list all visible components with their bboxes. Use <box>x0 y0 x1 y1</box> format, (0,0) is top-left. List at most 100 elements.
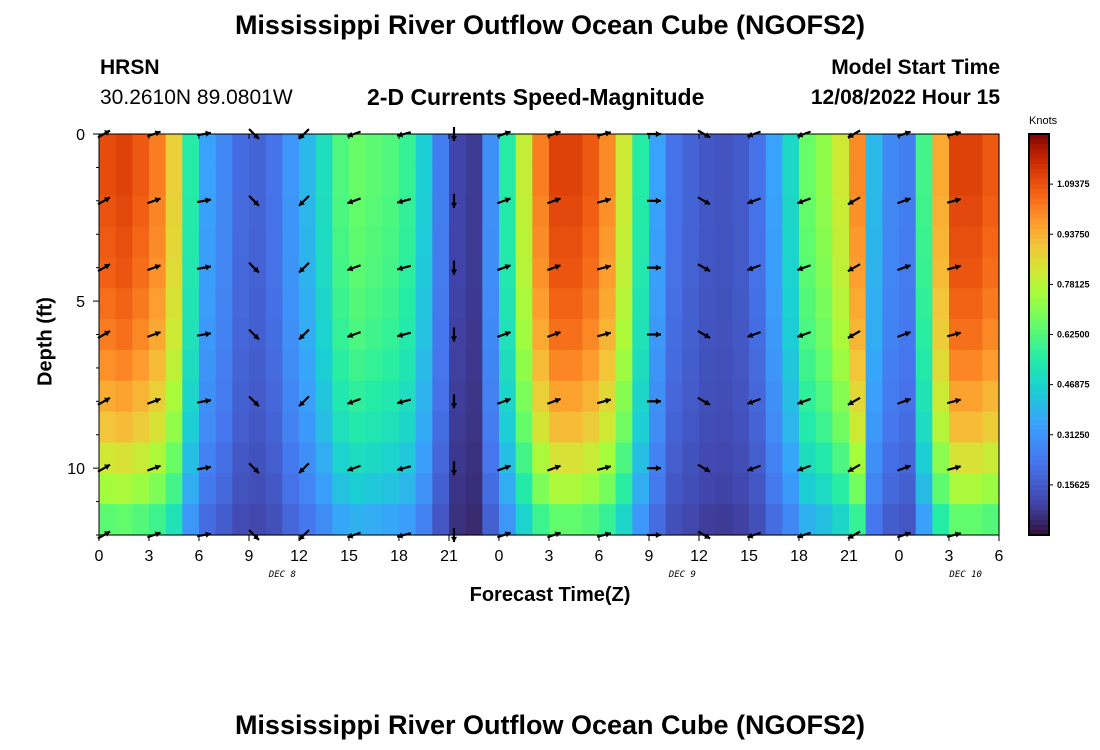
heatmap-cell <box>632 195 650 228</box>
heatmap-cell <box>965 504 983 536</box>
heatmap-cell <box>265 319 283 351</box>
heatmap-cell <box>799 349 817 382</box>
heatmap-cell <box>965 134 983 166</box>
heatmap-cell <box>915 504 933 536</box>
heatmap-cell <box>349 288 367 320</box>
colorbar-segment <box>1029 334 1049 341</box>
heatmap-cell <box>382 226 400 258</box>
current-arrowhead <box>504 531 511 538</box>
heatmap-cell <box>882 164 900 197</box>
heatmap-cell <box>915 380 933 413</box>
heatmap-cell <box>582 349 600 382</box>
heatmap-cell <box>732 349 750 382</box>
current-arrowhead <box>904 464 911 471</box>
heatmap-cell <box>882 411 900 444</box>
heatmap-cell <box>565 257 583 289</box>
heatmap-cell <box>315 226 333 258</box>
heatmap-cell <box>599 442 617 474</box>
heatmap-cell <box>882 288 900 320</box>
heatmap-cell <box>215 134 233 166</box>
current-arrowhead <box>954 331 961 338</box>
heatmap-cell <box>749 504 767 536</box>
heatmap-cell <box>232 226 250 258</box>
heatmap-cell <box>732 473 750 505</box>
heatmap-cell <box>382 442 400 474</box>
heatmap-cell <box>465 164 483 197</box>
x-tick-label: 0 <box>895 548 904 565</box>
heatmap-cell <box>815 257 833 289</box>
heatmap-cell <box>132 288 150 320</box>
heatmap-cell <box>632 442 650 474</box>
heatmap-cell <box>115 473 133 505</box>
heatmap-cell <box>615 134 633 166</box>
colorbar-segment <box>1029 194 1049 200</box>
colorbar-segment <box>1029 339 1049 346</box>
heatmap-cell <box>832 411 850 444</box>
colorbar-segment <box>1029 464 1049 471</box>
heatmap-cell <box>149 473 167 505</box>
heatmap-cell <box>615 473 633 505</box>
colorbar-segment <box>1029 314 1049 321</box>
heatmap-cell <box>449 195 467 228</box>
heatmap-cell <box>915 473 933 505</box>
heatmap-cell <box>232 442 250 474</box>
heatmap-cell <box>332 442 350 474</box>
heatmap-cell <box>282 349 300 382</box>
heatmap-cell <box>315 164 333 197</box>
current-arrowhead <box>604 331 611 338</box>
heatmap-cell <box>549 504 567 536</box>
current-arrowhead <box>954 130 961 137</box>
heatmap-cell <box>449 380 467 413</box>
heatmap-cell <box>649 226 667 258</box>
heatmap-cell <box>649 288 667 320</box>
current-arrowhead <box>104 397 111 404</box>
heatmap-cell <box>282 504 300 536</box>
heatmap-cell <box>549 195 567 228</box>
heatmap-cell <box>949 442 967 474</box>
heatmap-cell <box>149 442 167 474</box>
heatmap-cell <box>432 134 450 166</box>
heatmap-cell <box>315 288 333 320</box>
heatmap-cell <box>415 134 433 166</box>
colorbar-segment <box>1029 379 1049 386</box>
colorbar-segment <box>1029 509 1049 516</box>
heatmap-cell <box>765 226 783 258</box>
heatmap-cell <box>615 319 633 351</box>
heatmap-cell <box>232 473 250 505</box>
heatmap-cell <box>215 473 233 505</box>
heatmap-cell <box>432 226 450 258</box>
heatmap-cell <box>965 442 983 474</box>
heatmap-cell <box>149 349 167 382</box>
current-arrowhead <box>655 465 661 472</box>
current-arrowhead <box>554 464 561 471</box>
colorbar-segment <box>1029 504 1049 511</box>
heatmap-cell <box>732 319 750 351</box>
station-coords: 30.2610N 89.0801W <box>100 86 293 109</box>
heatmap-cell <box>715 319 733 351</box>
heatmap-cell <box>932 288 950 320</box>
heatmap-cell <box>549 442 567 474</box>
heatmap-cell <box>115 257 133 289</box>
current-arrowhead <box>253 333 259 340</box>
heatmap-cell <box>782 257 800 289</box>
heatmap-cell <box>549 257 567 289</box>
heatmap-cell <box>599 288 617 320</box>
heatmap-cell <box>199 257 217 289</box>
heatmap-cell <box>899 288 917 320</box>
heatmap-cell <box>982 226 1000 258</box>
colorbar-segment <box>1029 144 1049 150</box>
heatmap-cell <box>515 257 533 289</box>
heatmap-cell <box>715 134 733 166</box>
heatmap-cell <box>699 134 717 166</box>
heatmap-cell <box>415 288 433 320</box>
heatmap-cell <box>832 257 850 289</box>
heatmap-cell <box>515 442 533 474</box>
heatmap-cell <box>932 442 950 474</box>
heatmap-cell <box>449 134 467 166</box>
heatmap-cell <box>882 319 900 351</box>
heatmap-cell <box>782 226 800 258</box>
heatmap-cell <box>482 164 500 197</box>
heatmap-cell <box>532 288 550 320</box>
heatmap-cell <box>115 226 133 258</box>
heatmap-cell <box>682 226 700 258</box>
